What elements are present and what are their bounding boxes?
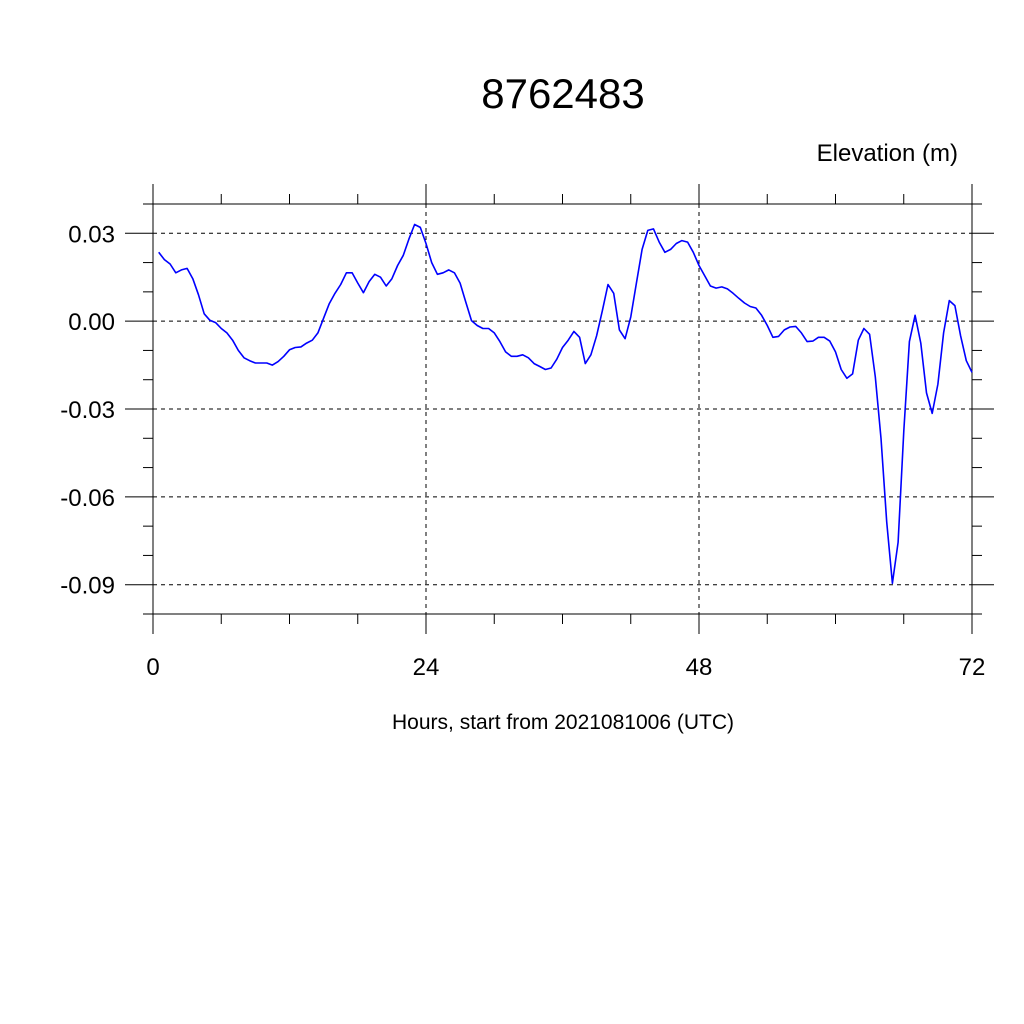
x-tick-label: 72 — [959, 654, 986, 681]
y-axis-label: Elevation (m) — [817, 140, 958, 167]
y-tick-label: -0.09 — [60, 573, 115, 600]
x-axis-label: Hours, start from 2021081006 (UTC) — [392, 711, 734, 734]
x-tick-label: 0 — [146, 654, 159, 681]
chart-title: 8762483 — [481, 70, 645, 117]
minor-ticks — [143, 194, 982, 624]
series-layer — [158, 223, 973, 585]
gridlines — [152, 204, 973, 614]
x-tick-label: 48 — [686, 654, 713, 681]
x-tick-label: 24 — [413, 654, 440, 681]
y-tick-label: 0.00 — [68, 309, 115, 336]
plot-frame — [152, 203, 973, 615]
y-tick-label: -0.06 — [60, 485, 115, 512]
series-line — [158, 223, 973, 585]
major-ticks — [125, 184, 994, 634]
tick-labels: 0.03 0.00 -0.03 -0.06 -0.09 0 24 48 72 — [60, 221, 985, 681]
y-tick-label: 0.03 — [68, 221, 115, 248]
y-tick-label: -0.03 — [60, 397, 115, 424]
